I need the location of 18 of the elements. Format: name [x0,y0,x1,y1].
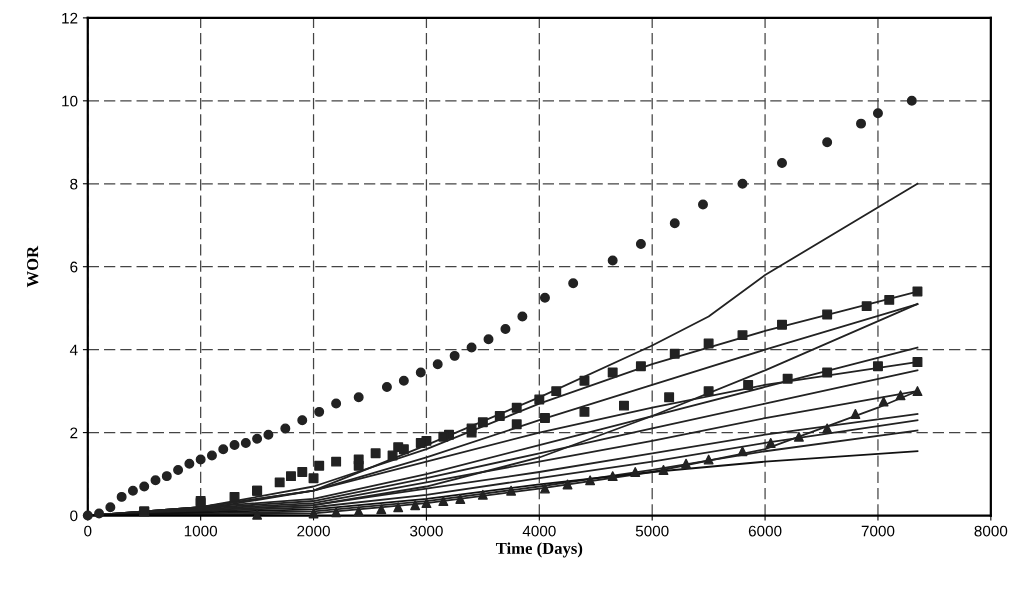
y-axis-title: WOR [27,245,39,288]
x-tick-label: 0 [84,525,92,537]
y-tick-label: 2 [70,427,78,439]
y-tick-label: 0 [70,510,78,522]
y-tick-label: 6 [70,261,78,273]
x-tick-label: 2000 [297,525,330,537]
y-tick-label: 12 [62,12,78,24]
y-tick-label: 8 [70,178,78,190]
x-tick-label: 4000 [522,525,556,537]
y-tick-label: 10 [62,95,78,107]
x-axis-title: Time (Days) [495,542,583,558]
x-tick-label: 3000 [410,525,443,537]
x-tick-label: 8000 [974,525,1008,537]
x-tick-label: 1000 [184,525,218,537]
x-tick-label: 5000 [635,525,669,537]
x-tick-label: 7000 [861,525,895,537]
y-tick-label: 4 [69,344,78,356]
x-tick-label: 6000 [748,525,782,537]
